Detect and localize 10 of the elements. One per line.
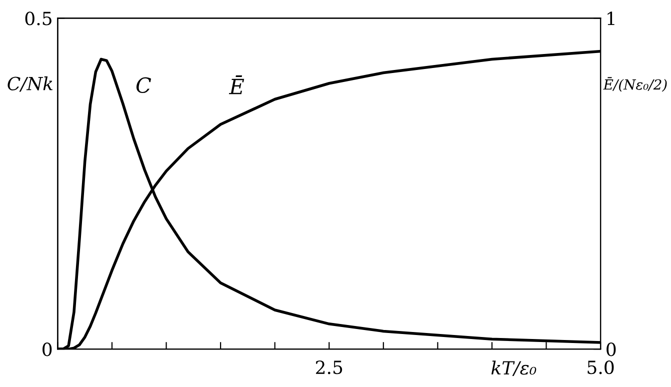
y2-tick-label: 1 <box>608 12 614 26</box>
y-axis-title: C/Nk <box>8 76 52 92</box>
y2-axis-title: Ē/(Nε₀/2) <box>603 77 667 92</box>
series-label: C <box>136 77 152 94</box>
x-axis-title: kT/ε₀ <box>491 360 536 376</box>
y2-tick-label: 0 <box>606 342 616 356</box>
y-tick-label: 0.5 <box>25 12 52 26</box>
x-tick-label: 2.5 <box>316 360 342 374</box>
x-tick-label: 5.0 <box>588 360 614 374</box>
series-label: Ē <box>228 75 244 94</box>
